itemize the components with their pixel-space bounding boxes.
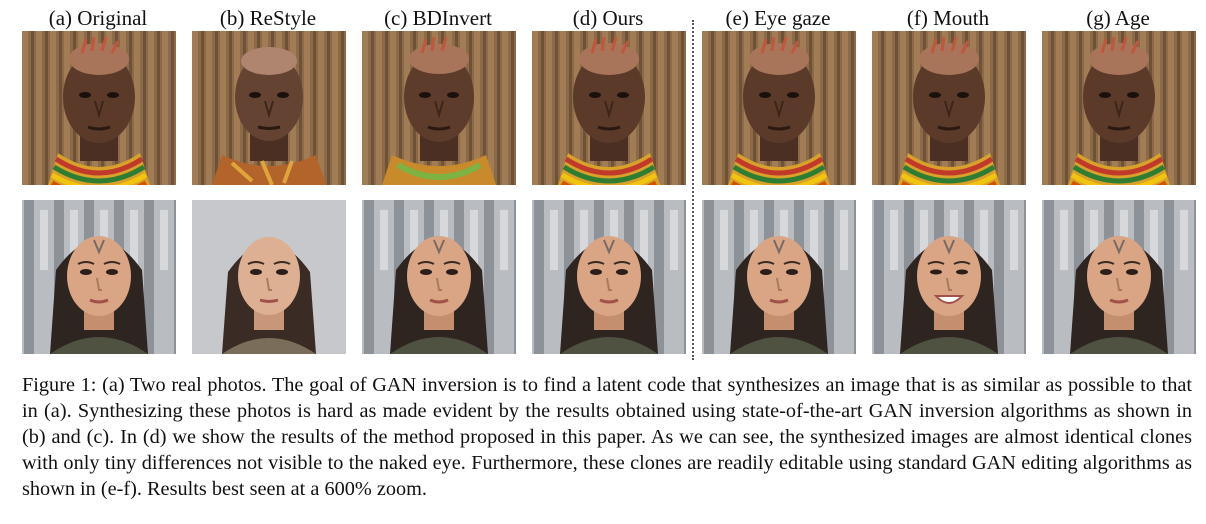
photo-row1-ours <box>532 31 686 185</box>
photo-row2-mouth <box>872 200 1026 354</box>
photo-row2-original <box>22 200 176 354</box>
photo-row1-bdinvert <box>362 31 516 185</box>
column-label-original: (a) Original <box>48 6 148 30</box>
photo-row1-mouth <box>872 31 1026 185</box>
column-label-age: (g) Age <box>1086 6 1150 30</box>
photo-row1-restyle <box>192 31 346 185</box>
photo-row1-age <box>1042 31 1196 185</box>
caption-text: Figure 1: (a) Two real photos. The goal … <box>22 374 1192 500</box>
column-label-ours: (d) Ours <box>572 6 644 30</box>
figure-caption: Figure 1: (a) Two real photos. The goal … <box>22 372 1192 502</box>
photo-row2-bdinvert <box>362 200 516 354</box>
column-label-eye-gaze: (e) Eye gaze <box>725 6 831 30</box>
photo-row2-age <box>1042 200 1196 354</box>
column-label-bdinvert: (c) BDInvert <box>384 6 492 30</box>
photo-row1-original <box>22 31 176 185</box>
photo-row2-ours <box>532 200 686 354</box>
column-divider <box>692 20 694 360</box>
column-label-mouth: (f) Mouth <box>906 6 990 30</box>
photo-row2-eye-gaze <box>702 200 856 354</box>
column-label-restyle: (b) ReStyle <box>219 6 317 30</box>
photo-row2-restyle <box>192 200 346 354</box>
photo-row1-eye-gaze <box>702 31 856 185</box>
